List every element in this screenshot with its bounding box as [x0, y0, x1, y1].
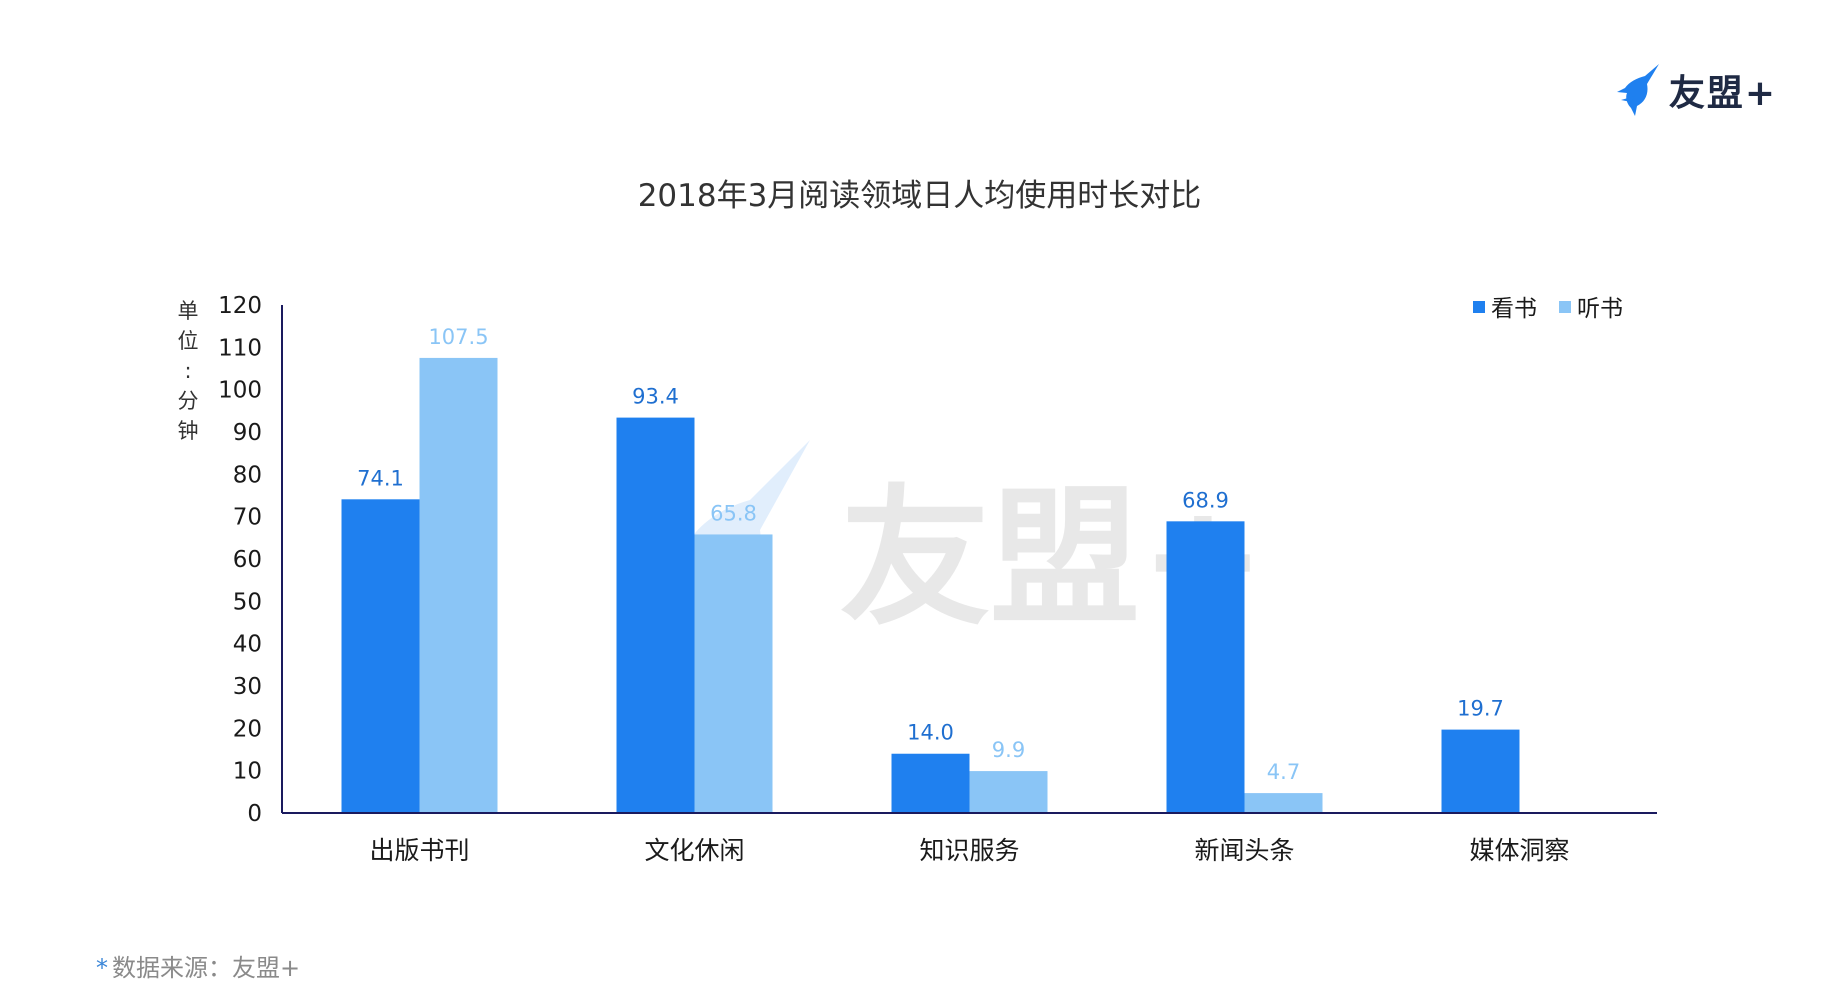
y-tick-label: 90 [233, 420, 262, 446]
data-label: 68.9 [1182, 488, 1229, 512]
x-tick-label: 知识服务 [919, 836, 1019, 865]
x-tick-label: 文化休闲 [644, 836, 744, 865]
data-label: 74.1 [357, 466, 404, 490]
bar-series1 [1441, 729, 1520, 813]
bar-series2 [969, 771, 1048, 813]
bar-series1 [616, 417, 695, 813]
data-label: 9.9 [992, 738, 1025, 762]
data-label: 65.8 [710, 501, 757, 525]
data-label: 107.5 [428, 325, 488, 349]
y-axis-label-char: 位 [178, 329, 199, 353]
x-axis-ticks: 出版书刊 文化休闲 知识服务 新闻头条 媒体洞察 [369, 836, 1569, 865]
bar-series2 [419, 357, 498, 813]
x-tick-label: 新闻头条 [1194, 836, 1294, 865]
y-axis-label-char: 分 [178, 389, 199, 413]
data-label: 19.7 [1457, 697, 1504, 721]
axes [281, 305, 1657, 814]
logo-text: 友盟+ [1668, 73, 1777, 114]
legend-label: 看书 [1491, 296, 1537, 322]
data-label: 93.4 [632, 385, 679, 409]
y-tick-label: 40 [233, 632, 262, 658]
y-tick-label: 0 [247, 801, 262, 827]
legend-swatch [1559, 301, 1571, 313]
y-axis-label-char: 单 [178, 299, 199, 323]
bar-series2 [694, 534, 773, 813]
y-axis-label: 单位: 分钟 [178, 299, 199, 443]
swallow-bird-icon [1616, 64, 1659, 116]
legend-swatch [1473, 301, 1485, 313]
x-tick-label: 出版书刊 [369, 836, 469, 865]
data-label: 14.0 [907, 721, 954, 745]
y-tick-label: 60 [233, 547, 262, 573]
bar-series2 [1244, 793, 1323, 813]
y-axis-label-char: 钟 [178, 419, 199, 443]
y-tick-label: 20 [233, 716, 262, 742]
source-text: 数据来源：友盟+ [112, 954, 301, 982]
data-labels: 74.1 107.5 93.4 65.8 14.0 9.9 68.9 4.7 19.7 [357, 325, 1504, 784]
y-tick-label: 100 [218, 378, 262, 404]
y-tick-label: 110 [218, 335, 262, 361]
bar-series1 [341, 499, 420, 813]
y-tick-label: 120 [218, 293, 262, 319]
y-tick-label: 10 [233, 759, 262, 785]
y-tick-label: 80 [233, 462, 262, 488]
data-label: 4.7 [1267, 760, 1300, 784]
brand-logo: 友盟+ [1615, 62, 1777, 118]
bar-series1 [891, 753, 970, 813]
y-tick-label: 70 [233, 505, 262, 531]
y-tick-label: 30 [233, 674, 262, 700]
source-marker: * [96, 954, 108, 982]
bars [341, 357, 1520, 813]
y-axis-label-char: : [184, 359, 191, 383]
y-axis-ticks: 0 10 20 30 40 50 60 70 80 90 100 110 120 [218, 293, 262, 827]
y-tick-label: 50 [233, 589, 262, 615]
source-note: * 数据来源：友盟+ [96, 948, 300, 983]
chart-title: 2018年3月阅读领域日人均使用时长对比 [637, 178, 1202, 214]
legend-label: 听书 [1577, 296, 1623, 322]
x-tick-label: 媒体洞察 [1469, 836, 1569, 865]
bar-series1 [1166, 521, 1245, 813]
legend: 看书 听书 [1473, 296, 1623, 322]
